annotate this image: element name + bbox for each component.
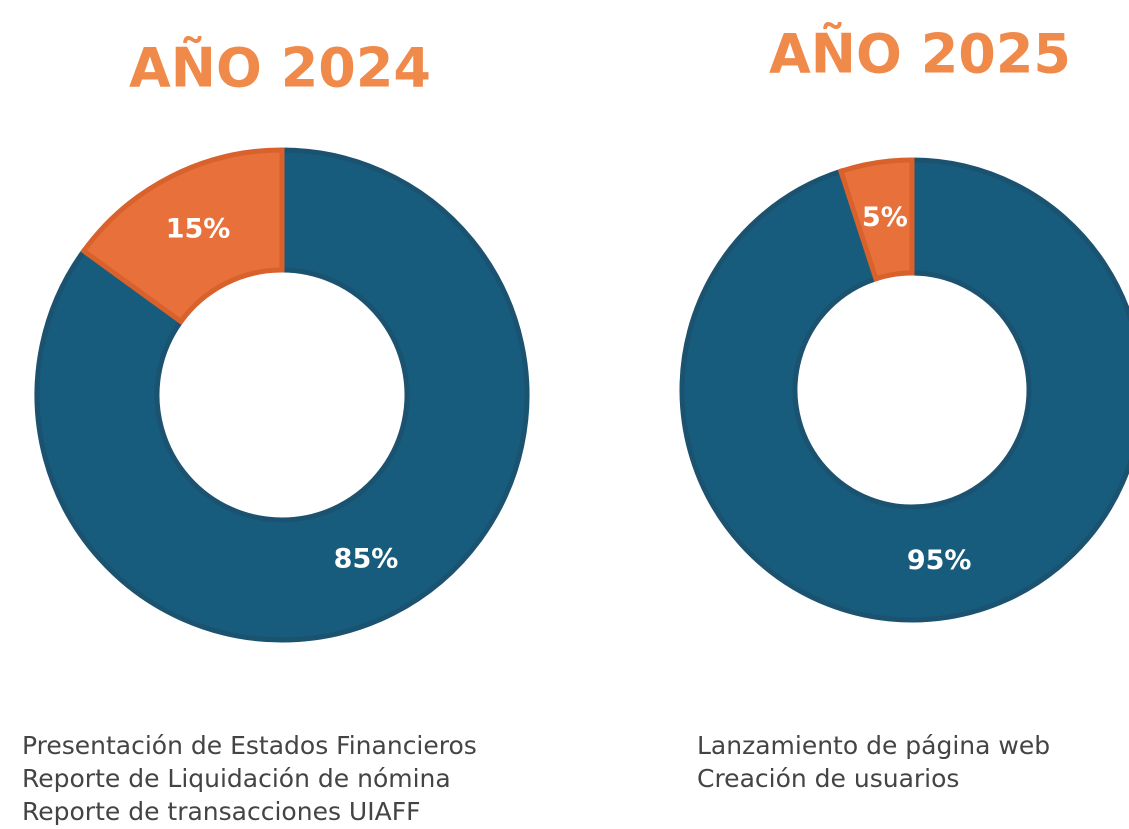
annotation: Reporte de transacciones UIAFF [22, 797, 420, 826]
chart-title: AÑO 2025 [769, 23, 1071, 86]
annotation: Reporte de Liquidación de nómina [22, 764, 451, 793]
slice [679, 157, 1129, 623]
value-label: 95% [907, 545, 972, 576]
chart-title: AÑO 2024 [129, 37, 431, 100]
annotation: Presentación de Estados Financieros [22, 731, 477, 760]
annotation: Lanzamiento de página web [697, 731, 1050, 760]
slice [837, 157, 915, 282]
slice [80, 147, 285, 326]
value-label: 15% [166, 214, 231, 245]
value-label: 5% [862, 202, 908, 233]
annotation: Creación de usuarios [697, 764, 959, 793]
value-label: 85% [334, 543, 399, 574]
slice [34, 147, 530, 643]
